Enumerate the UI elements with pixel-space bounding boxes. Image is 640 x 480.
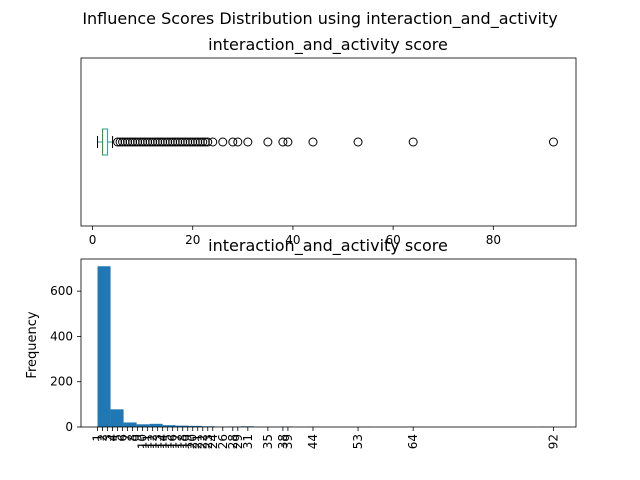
boxplot-outlier-point — [243, 137, 253, 147]
histogram-x-tick-label: 12 — [146, 434, 160, 449]
boxplot-outlier-point — [283, 137, 293, 147]
boxplot-x-tick-label: 80 — [486, 233, 501, 247]
histogram-x-tick-label: 6 — [116, 434, 130, 442]
histogram-x-tick-label: 92 — [546, 434, 560, 449]
boxplot-box — [97, 128, 114, 156]
boxplot-outlier-point — [218, 137, 228, 147]
boxplot-outlier-point — [228, 137, 238, 147]
histogram-x-tick-label: 35 — [261, 434, 275, 449]
boxplot-outlier-point — [548, 137, 558, 147]
histogram-bar — [97, 266, 111, 427]
histogram-x-tick-label: 15 — [161, 434, 175, 449]
histogram-y-tick-label: 400 — [50, 329, 73, 343]
histogram-x-tick-label: 8 — [126, 434, 140, 442]
boxplot-iqr-box — [102, 128, 109, 156]
histogram-axes-frame — [80, 258, 577, 428]
histogram-x-tick-label: 31 — [241, 434, 255, 449]
figure-suptitle: Influence Scores Distribution using inte… — [82, 9, 557, 29]
boxplot-x-tick-label: 20 — [185, 233, 200, 247]
histogram-x-tick-label: 22 — [196, 434, 210, 449]
boxplot-x-tick-label: 0 — [89, 233, 97, 247]
histogram-x-tick-label: 18 — [176, 434, 190, 449]
histogram-x-tick-label: 3 — [101, 434, 115, 442]
boxplot-outlier-point — [278, 137, 288, 147]
boxplot-panel: interaction_and_activity score 0 20 40 60 80 — [80, 35, 577, 247]
histogram-bar — [149, 423, 163, 427]
histogram-x-tick-label: 26 — [216, 434, 230, 449]
boxplot-outlier-point — [233, 137, 243, 147]
histogram-x-tick-label: 2 — [96, 434, 110, 442]
histogram-x-tick-label: 23 — [201, 434, 215, 449]
histogram-x-tick-label: 44 — [306, 434, 320, 449]
histogram-x-tick-label: 20 — [186, 434, 200, 449]
histogram-x-tick-label: 7 — [121, 434, 135, 442]
histogram-x-tick-label: 39 — [281, 434, 295, 449]
boxplot-outlier-point — [408, 137, 418, 147]
histogram-x-tick-label: 38 — [276, 434, 290, 449]
histogram-x-tick-label: 16 — [166, 434, 180, 449]
histogram-x-tick-label: 28 — [226, 434, 240, 449]
histogram-x-tick-label: 10 — [136, 434, 150, 449]
histogram-x-tick-label: 19 — [181, 434, 195, 449]
histogram-y-ticks: 0 200 400 600 — [50, 284, 81, 434]
boxplot-outlier-point — [203, 137, 213, 147]
histogram-x-ticks: 1234567891011121314151617181920212223242… — [91, 427, 560, 449]
boxplot-outlier-point — [208, 137, 218, 147]
histogram-ylabel: Frequency — [25, 311, 40, 378]
histogram-y-tick-label: 600 — [50, 284, 73, 298]
boxplot-outlier-point — [353, 137, 363, 147]
histogram-x-tick-label: 64 — [406, 434, 420, 449]
boxplot-outlier-point — [263, 137, 273, 147]
histogram-x-tick-label: 11 — [141, 434, 155, 449]
histogram-x-tick-label: 9 — [131, 434, 145, 442]
histogram-x-tick-label: 24 — [206, 434, 220, 449]
histogram-bar — [136, 424, 150, 427]
histogram-x-tick-label: 13 — [151, 434, 165, 449]
histogram-y-tick-label: 0 — [65, 420, 73, 434]
histogram-y-tick-label: 200 — [50, 375, 73, 389]
histogram-x-tick-label: 5 — [111, 434, 125, 442]
boxplot-axes-frame — [80, 57, 577, 227]
boxplot-x-ticks: 0 20 40 60 80 — [89, 226, 501, 247]
histogram-x-tick-label: 1 — [91, 434, 105, 442]
histogram-bar — [175, 425, 189, 427]
histogram-x-tick-label: 17 — [171, 434, 185, 449]
histogram-bar — [123, 422, 137, 427]
boxplot-title: interaction_and_activity score — [208, 35, 448, 55]
histogram-x-tick-label: 4 — [106, 434, 120, 442]
histogram-x-tick-label: 53 — [351, 434, 365, 449]
histogram-x-tick-label: 21 — [191, 434, 205, 449]
boxplot-outlier-point — [198, 137, 208, 147]
histogram-bars — [97, 266, 553, 427]
histogram-title: interaction_and_activity score — [208, 236, 448, 256]
histogram-bar — [110, 409, 124, 427]
histogram-bar — [188, 425, 202, 427]
boxplot-outlier-point — [308, 137, 318, 147]
boxplot-x-tick-label: 40 — [285, 233, 300, 247]
histogram-x-tick-label: 29 — [231, 434, 245, 449]
histogram-x-tick-label: 14 — [156, 434, 170, 449]
histogram-bar — [162, 425, 176, 427]
boxplot-outliers — [113, 137, 558, 147]
boxplot-x-tick-label: 60 — [385, 233, 400, 247]
